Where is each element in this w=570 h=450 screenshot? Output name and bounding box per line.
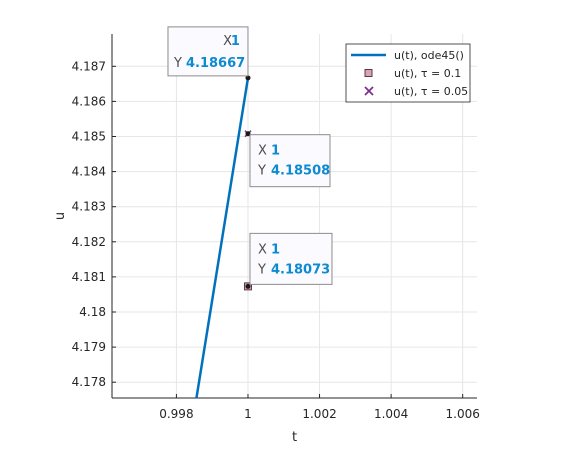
datatip-anchor — [245, 75, 251, 81]
y-tick-label: 4.179 — [72, 340, 106, 354]
y-tick-label: 4.182 — [72, 235, 106, 249]
x-axis-label: t — [292, 430, 297, 445]
y-tick-label: 4.187 — [72, 59, 106, 73]
y-tick-label: 4.186 — [72, 94, 106, 108]
y-axis-label: u — [53, 212, 68, 220]
axes — [111, 34, 477, 399]
datatip-box — [249, 134, 331, 188]
series-line-ode45 — [195, 77, 250, 399]
datatip-x-label: X — [258, 144, 267, 159]
y-axis-ticks: 4.178 4.179 4.18 4.181 4.182 4.183 4.184 4.185 4… — [72, 59, 116, 389]
legend[interactable]: u(t), ode45() u(t), τ = 0.1 u(t), τ = 0.05 — [345, 43, 471, 103]
legend-label: u(t), τ = 0.1 — [394, 67, 461, 80]
datatip-y-label: Y — [257, 262, 266, 277]
legend-label: u(t), ode45() — [394, 49, 464, 62]
y-tick-label: 4.183 — [72, 200, 106, 214]
x-tick-label: 1.002 — [302, 407, 336, 421]
datatip-y-value: 4.18667 — [186, 56, 245, 71]
x-tick-label: 1.006 — [446, 407, 480, 421]
datatip: X 1Y 4.18073 — [249, 232, 333, 285]
datatip-anchor — [245, 131, 251, 137]
y-tick-label: 4.185 — [72, 129, 106, 143]
legend-item: u(t), ode45() — [351, 49, 464, 62]
legend-label: u(t), τ = 0.05 — [394, 85, 468, 98]
datatip-box — [167, 26, 249, 77]
datatip: X 1Y 4.18508 — [249, 134, 331, 188]
datatip-box — [249, 232, 333, 285]
legend-square-icon — [364, 69, 373, 77]
datatip: X1 Y 4.18667 — [167, 26, 249, 77]
x-tick-label: 0.998 — [159, 407, 193, 421]
x-tick-label: 1.004 — [374, 407, 408, 421]
y-tick-label: 4.178 — [72, 375, 106, 389]
y-tick-label: 4.181 — [72, 270, 106, 284]
x-axis-ticks: 0.998 1 1.002 1.004 1.006 — [159, 394, 480, 421]
x-tick-label: 1 — [244, 407, 252, 421]
datatip-y-value: 4.18508 — [271, 164, 330, 179]
datatip-x-value: 1 — [271, 242, 280, 257]
legend-item: u(t), τ = 0.1 — [364, 67, 461, 80]
datatip-x-value: 1 — [271, 144, 280, 159]
datatip-x-value: 1 — [231, 34, 240, 49]
datatip-anchor — [245, 283, 251, 289]
datatip-x-label: X — [258, 242, 267, 257]
legend-item: u(t), τ = 0.05 — [364, 85, 468, 98]
datatip-x-label: X — [223, 34, 232, 49]
y-tick-label: 4.18 — [79, 305, 106, 319]
legend-x-icon — [364, 86, 374, 96]
y-tick-label: 4.184 — [72, 165, 106, 179]
datatip-y-value: 4.18073 — [271, 262, 330, 277]
datatip-y-label: Y — [257, 164, 266, 179]
datatip-y-label: Y — [173, 56, 182, 71]
